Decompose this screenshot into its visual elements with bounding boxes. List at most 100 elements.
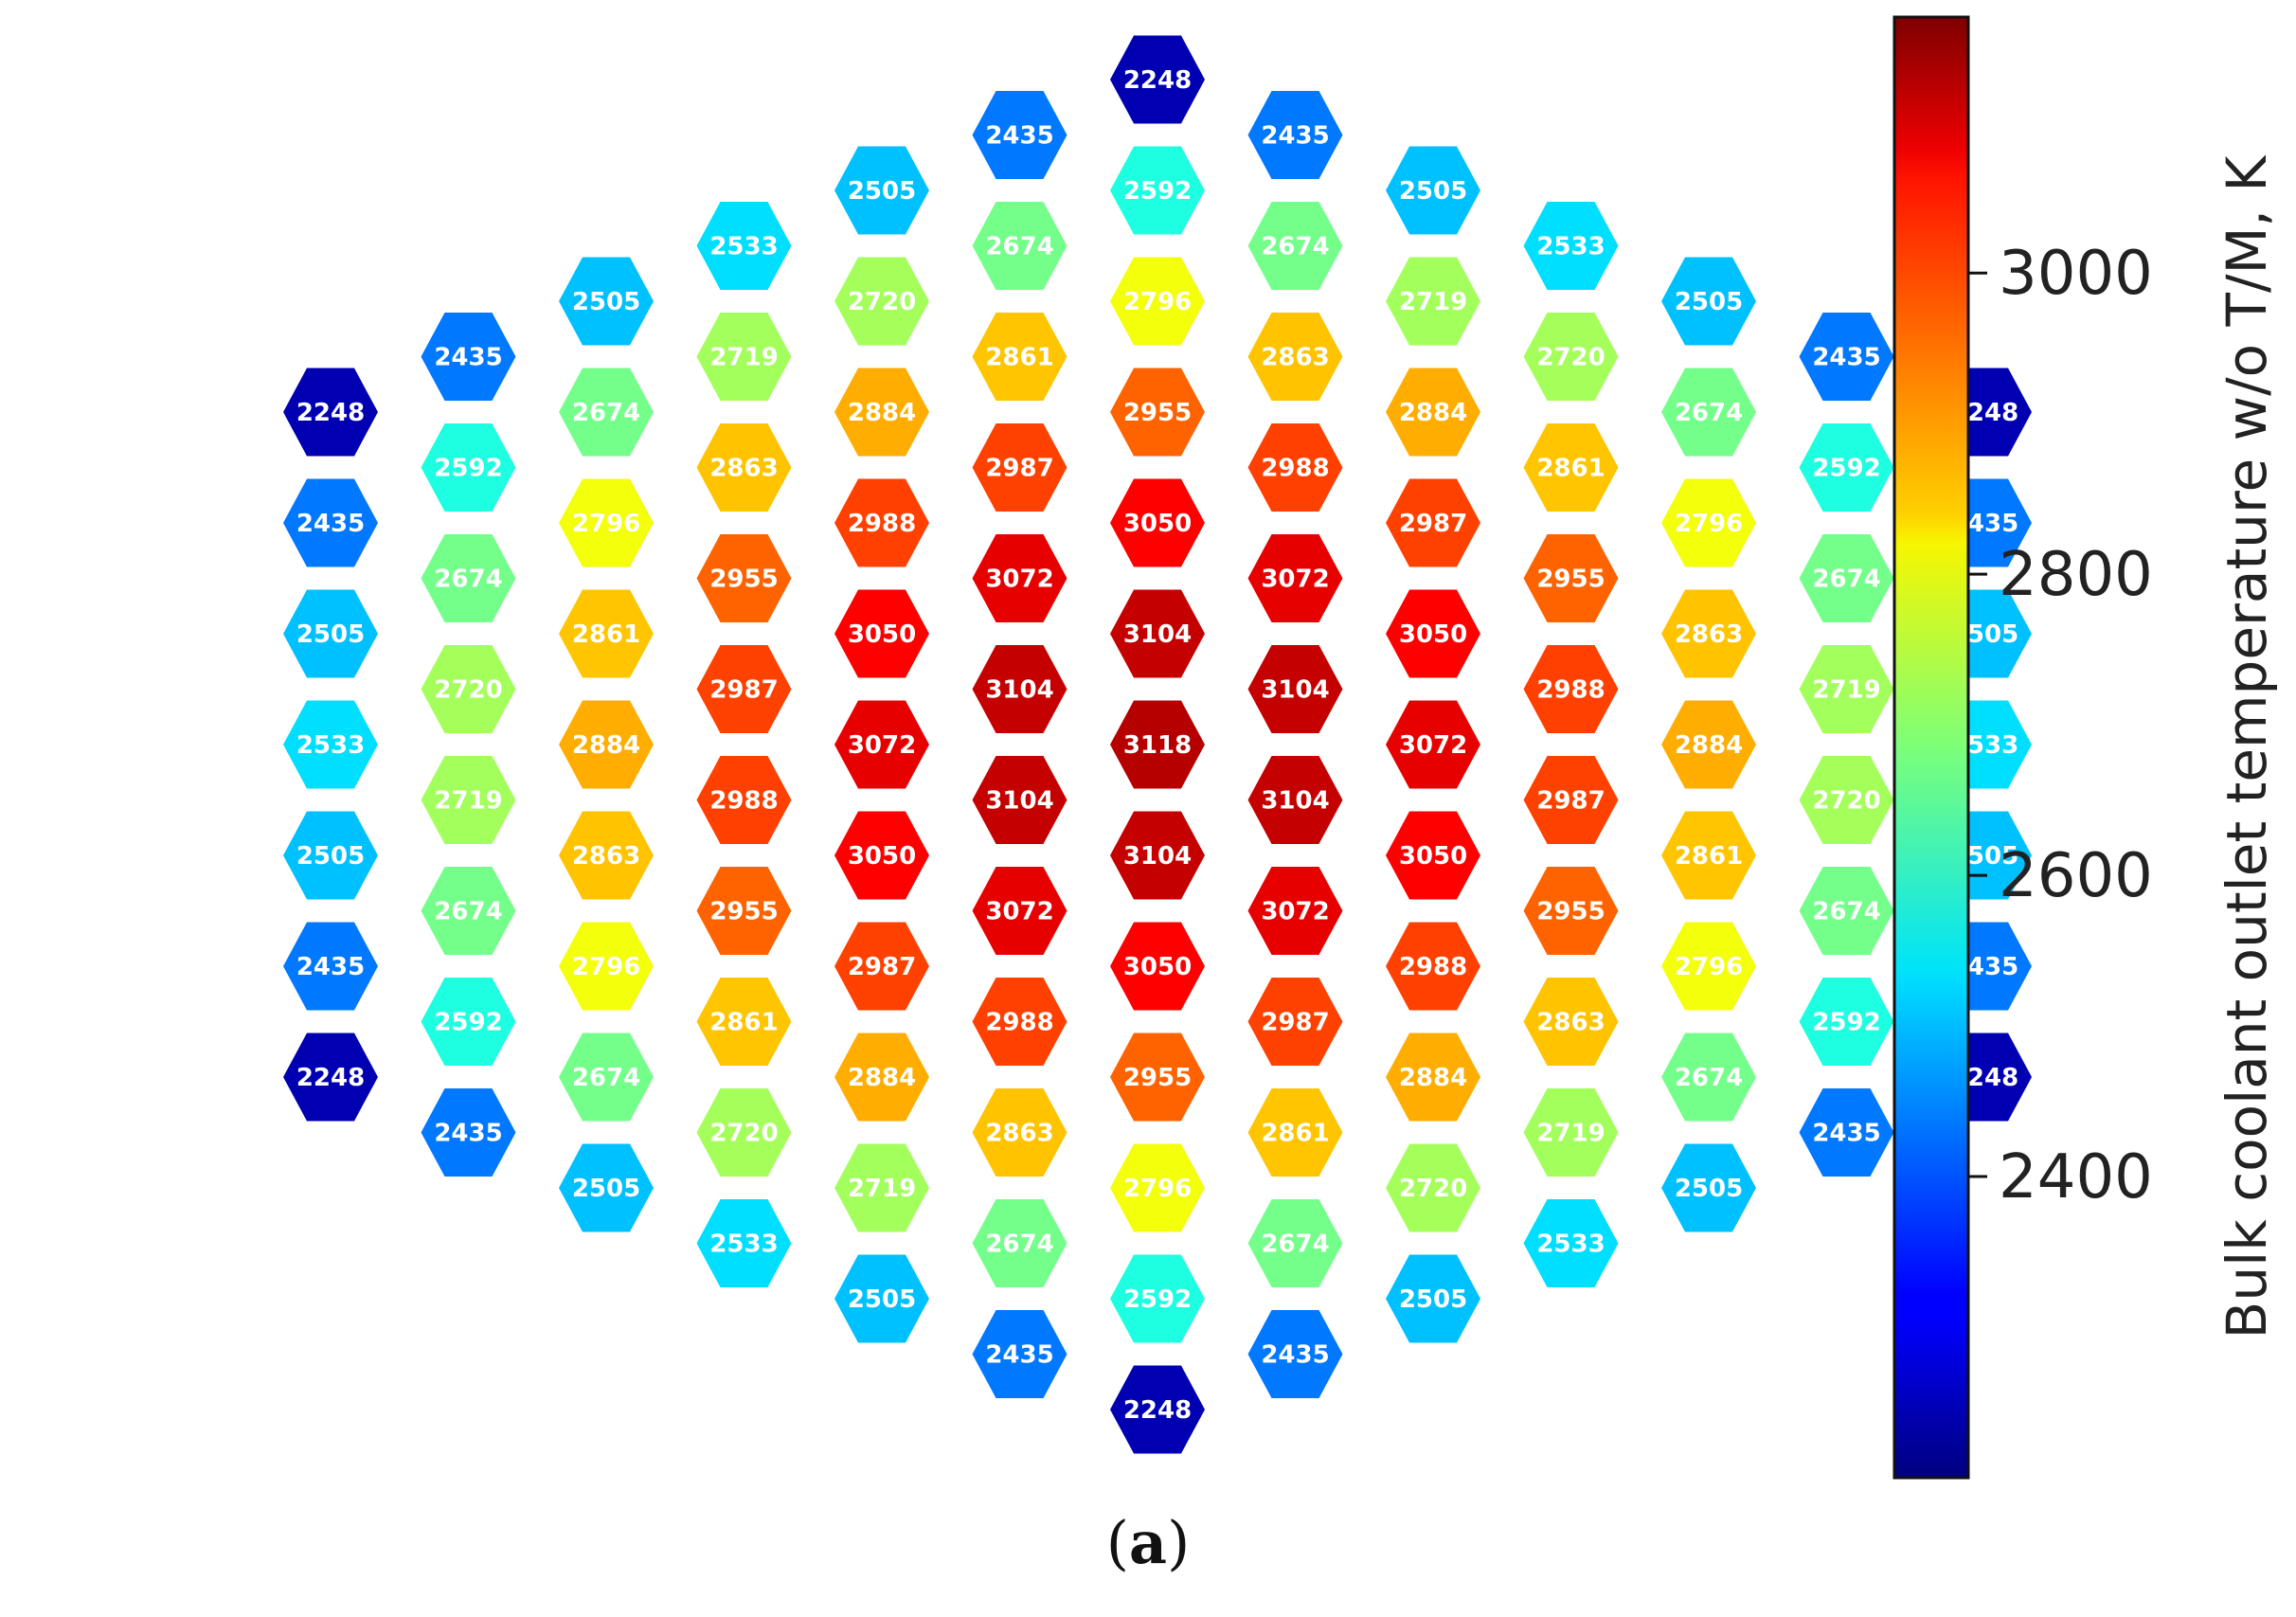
hex-cell-shape <box>696 313 792 401</box>
hex-cell-shape <box>283 700 378 789</box>
hex-cell: 2796 <box>1110 1143 1205 1232</box>
hex-cell: 3104 <box>972 756 1067 844</box>
hex-cell: 2955 <box>696 867 792 955</box>
hex-cell: 3118 <box>1110 700 1205 789</box>
hex-cell-value: 2796 <box>1675 953 1743 981</box>
hex-cell: 2435 <box>421 1088 516 1177</box>
hex-cell-value: 2988 <box>1536 676 1605 705</box>
hex-cell: 2674 <box>421 534 516 622</box>
hex-cell-value: 2884 <box>572 731 640 760</box>
hex-cell-shape <box>1247 91 1343 179</box>
hex-cell-shape <box>972 423 1067 512</box>
hex-cell-value: 3050 <box>848 842 916 871</box>
hex-cell-value: 2592 <box>1123 177 1192 206</box>
hex-cell-shape <box>972 91 1067 179</box>
hex-cell-value: 2987 <box>709 676 778 705</box>
colorbar-label: Bulk coolant outlet temperature w/o T/M,… <box>2215 154 2279 1339</box>
hex-cell: 2592 <box>1110 1254 1205 1343</box>
hex-cell: 2863 <box>559 811 654 900</box>
hex-cell-value: 2435 <box>985 122 1053 151</box>
hex-cell-value: 2955 <box>709 898 778 926</box>
hex-cell-shape <box>1247 313 1343 401</box>
hex-cell-value: 3104 <box>985 787 1053 816</box>
hex-cell-shape <box>421 645 516 733</box>
hex-cell-shape <box>1661 700 1756 789</box>
hex-cell: 2719 <box>696 313 792 401</box>
hex-cell-shape <box>1386 811 1480 900</box>
hex-cell-shape <box>972 645 1067 733</box>
hex-cell-shape <box>1110 589 1205 678</box>
hex-cell: 2674 <box>559 368 654 457</box>
hex-cell: 3104 <box>1247 756 1343 844</box>
hex-cell-value: 2674 <box>572 1064 640 1092</box>
hex-cell: 3072 <box>834 700 929 789</box>
hex-cell: 2674 <box>421 867 516 955</box>
hex-cell-value: 2674 <box>1675 399 1743 427</box>
hex-cell: 2719 <box>421 756 516 844</box>
hex-cell-shape <box>1386 700 1480 789</box>
hex-cell-value: 2505 <box>1399 177 1467 206</box>
hex-cell-shape <box>834 478 929 567</box>
hex-cell: 2719 <box>1523 1088 1619 1177</box>
hex-cell-value: 2861 <box>1261 1120 1329 1148</box>
hex-cell-value: 2435 <box>985 1341 1053 1370</box>
hex-cell-value: 2533 <box>709 233 778 261</box>
hex-cell-shape <box>1799 867 1894 955</box>
hex-cell: 2863 <box>696 423 792 512</box>
hex-cell: 2505 <box>559 1143 654 1232</box>
hex-cell-shape <box>421 423 516 512</box>
hex-cell-shape <box>1386 146 1480 235</box>
hex-cell-value: 2955 <box>709 566 778 594</box>
hex-cell-value: 2505 <box>848 1285 916 1314</box>
hex-cell: 2592 <box>1799 978 1894 1066</box>
hex-cell: 2861 <box>1247 1088 1343 1177</box>
hex-cell-value: 2435 <box>1261 1341 1329 1370</box>
hex-cell-value: 2435 <box>296 953 365 981</box>
hex-cell: 2592 <box>421 423 516 512</box>
colorbar-tick-label: 2600 <box>1999 841 2153 911</box>
hex-cell-value: 2863 <box>985 1120 1053 1148</box>
hex-cell: 2505 <box>559 257 654 346</box>
hex-cell: 2988 <box>696 756 792 844</box>
hex-cell-value: 2719 <box>1812 676 1880 705</box>
hex-cell: 3072 <box>1386 700 1480 789</box>
hex-cell-value: 2955 <box>1536 898 1605 926</box>
hex-cell-value: 2719 <box>434 787 502 816</box>
hex-cell-shape <box>696 202 792 290</box>
hex-cell-value: 2863 <box>572 842 640 871</box>
hex-cell-value: 2505 <box>1399 1285 1467 1314</box>
hex-cell-value: 2796 <box>1123 288 1192 316</box>
hex-cell-value: 2435 <box>434 344 502 372</box>
hex-cell: 2248 <box>1110 1365 1205 1454</box>
hex-cell-shape <box>696 423 792 512</box>
hex-cell: 2435 <box>283 922 378 1011</box>
hex-cell: 2533 <box>696 202 792 290</box>
hex-cell: 2719 <box>1386 257 1480 346</box>
hex-cell-shape <box>1386 1254 1480 1343</box>
hex-cell-shape <box>1247 645 1343 733</box>
hex-cell: 2796 <box>559 478 654 567</box>
hex-cell: 2861 <box>1523 423 1619 512</box>
hex-cell: 2720 <box>834 257 929 346</box>
hex-cell-value: 2505 <box>296 620 365 649</box>
hex-cell-shape <box>1523 1088 1619 1177</box>
hex-cell: 2884 <box>834 368 929 457</box>
hex-cell: 2861 <box>559 589 654 678</box>
hex-cell-shape <box>696 1199 792 1287</box>
hex-cells: 2248 2435 2505 2533 2505 2435 2248 2435 2592 2674… <box>283 35 2032 1454</box>
hex-cell-value: 2988 <box>709 787 778 816</box>
hex-cell-shape <box>1661 811 1756 900</box>
hex-cell-shape <box>696 867 792 955</box>
hex-cell: 3104 <box>1110 589 1205 678</box>
hex-cell: 2533 <box>283 700 378 789</box>
hex-cell-value: 2796 <box>1675 510 1743 538</box>
hex-cell-value: 2719 <box>709 344 778 372</box>
hex-cell-shape <box>834 368 929 457</box>
hex-cell-shape <box>421 867 516 955</box>
hex-cell-value: 3104 <box>985 676 1053 705</box>
hex-cell-shape <box>972 202 1067 290</box>
hex-cell: 3072 <box>972 534 1067 622</box>
hex-cell: 2796 <box>559 922 654 1011</box>
hex-cell: 2884 <box>559 700 654 789</box>
hex-cell-shape <box>1799 1088 1894 1177</box>
